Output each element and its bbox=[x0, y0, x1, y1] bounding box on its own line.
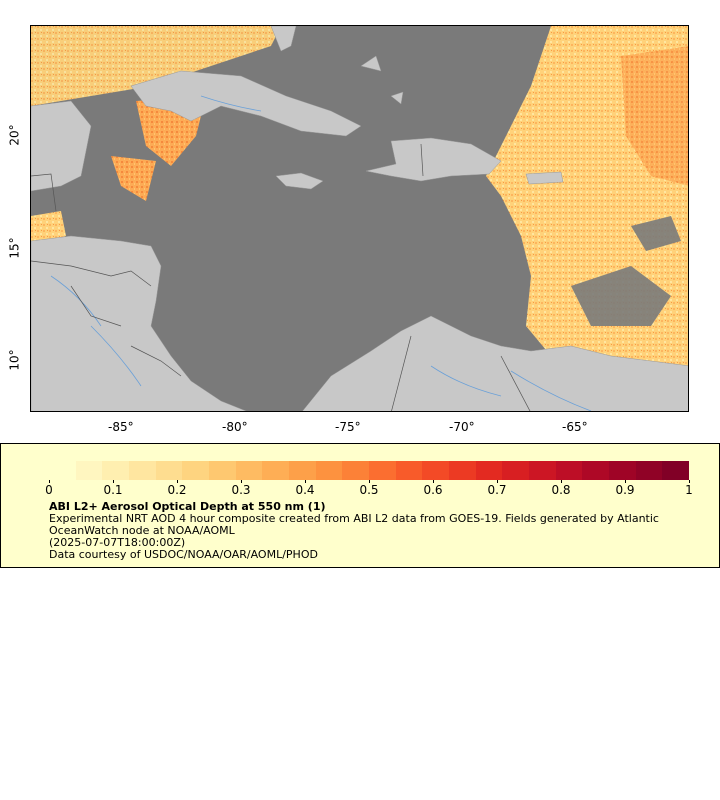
colorbar-tick bbox=[689, 480, 690, 483]
colorbar-swatch bbox=[475, 461, 503, 480]
colorbar-tick-label: 0.6 bbox=[423, 483, 443, 497]
jamaica bbox=[275, 172, 324, 190]
legend-panel: 0 0.1 0.2 0.3 0.4 0.5 0.6 0.7 0.8 0.9 1 ABI L2+ Ae… bbox=[0, 443, 720, 568]
colorbar-tick bbox=[305, 480, 306, 483]
legend-credit: Data courtesy of USDOC/NOAA/OAR/AOML/PHO… bbox=[49, 548, 318, 561]
colorbar-swatch bbox=[182, 461, 210, 480]
x-tick-label: -70° bbox=[449, 420, 475, 434]
colorbar-tick-label: 1 bbox=[685, 483, 693, 497]
hispaniola bbox=[365, 137, 502, 182]
colorbar-swatch bbox=[635, 461, 663, 480]
land bbox=[31, 26, 688, 411]
colorbar-swatch bbox=[449, 461, 476, 480]
colorbar-swatch bbox=[582, 461, 610, 480]
colorbar-swatch bbox=[529, 461, 556, 480]
colorbar-tick bbox=[177, 480, 178, 483]
colorbar-swatch bbox=[209, 461, 236, 480]
colorbar-swatch bbox=[102, 461, 130, 480]
legend-timestamp: (2025-07-07T18:00:00Z) bbox=[49, 536, 186, 549]
legend-title: ABI L2+ Aerosol Optical Depth at 550 nm … bbox=[49, 500, 326, 513]
aod-field-west bbox=[31, 26, 281, 246]
colorbar-tick bbox=[369, 480, 370, 483]
x-tick-label: -65° bbox=[562, 420, 588, 434]
map-canvas bbox=[31, 26, 688, 411]
colorbar-swatch bbox=[342, 461, 370, 480]
yucatan bbox=[31, 100, 92, 192]
colorbar-swatch bbox=[262, 461, 290, 480]
colorbar-swatch bbox=[129, 461, 156, 480]
colorbar-tick bbox=[561, 480, 562, 483]
colorbar-tick-label: 0.4 bbox=[295, 483, 315, 497]
colorbar-tick-label: 0.7 bbox=[487, 483, 507, 497]
colorbar-tick-label: 0.2 bbox=[167, 483, 187, 497]
colorbar-tick bbox=[497, 480, 498, 483]
colorbar-tick-label: 0.1 bbox=[103, 483, 123, 497]
central-america bbox=[31, 235, 247, 411]
colorbar-tick bbox=[49, 480, 50, 483]
puerto-rico bbox=[525, 171, 564, 185]
colorbar bbox=[49, 461, 690, 480]
colorbar-swatch bbox=[49, 461, 76, 480]
colorbar-swatch bbox=[75, 461, 103, 480]
aod-map bbox=[30, 25, 689, 412]
colorbar-swatch bbox=[502, 461, 530, 480]
cuba bbox=[130, 70, 362, 137]
colorbar-swatch bbox=[235, 461, 263, 480]
legend-text: ABI L2+ Aerosol Optical Depth at 550 nm … bbox=[49, 501, 689, 561]
colorbar-swatch bbox=[369, 461, 396, 480]
y-tick-label: 15° bbox=[7, 237, 22, 259]
x-tick-label: -75° bbox=[335, 420, 361, 434]
y-tick-label: 10° bbox=[7, 349, 22, 371]
x-tick-label: -80° bbox=[222, 420, 248, 434]
south-america bbox=[302, 315, 688, 411]
colorbar-tick-label: 0.8 bbox=[551, 483, 571, 497]
rivers bbox=[50, 95, 592, 411]
colorbar-swatch bbox=[555, 461, 583, 480]
florida bbox=[270, 26, 297, 52]
colorbar-swatch bbox=[422, 461, 450, 480]
aod-field-east bbox=[486, 26, 688, 411]
colorbar-swatch bbox=[289, 461, 316, 480]
colorbar-tick-label: 0.3 bbox=[231, 483, 251, 497]
legend-description: Experimental NRT AOD 4 hour composite cr… bbox=[49, 512, 659, 537]
colorbar-swatch bbox=[395, 461, 423, 480]
colorbar-tick-label: 0.9 bbox=[615, 483, 635, 497]
colorbar-swatch bbox=[662, 461, 690, 480]
y-tick-label: 20° bbox=[7, 124, 22, 146]
colorbar-swatch bbox=[609, 461, 636, 480]
colorbar-tick bbox=[433, 480, 434, 483]
colorbar-tick bbox=[113, 480, 114, 483]
colorbar-swatch bbox=[315, 461, 343, 480]
bahamas bbox=[360, 55, 404, 105]
x-tick-label: -85° bbox=[108, 420, 134, 434]
colorbar-swatch bbox=[155, 461, 183, 480]
colorbar-tick bbox=[625, 480, 626, 483]
colorbar-tick bbox=[241, 480, 242, 483]
colorbar-tick-label: 0.5 bbox=[359, 483, 379, 497]
colorbar-tick-label: 0 bbox=[45, 483, 53, 497]
borders bbox=[31, 143, 531, 411]
